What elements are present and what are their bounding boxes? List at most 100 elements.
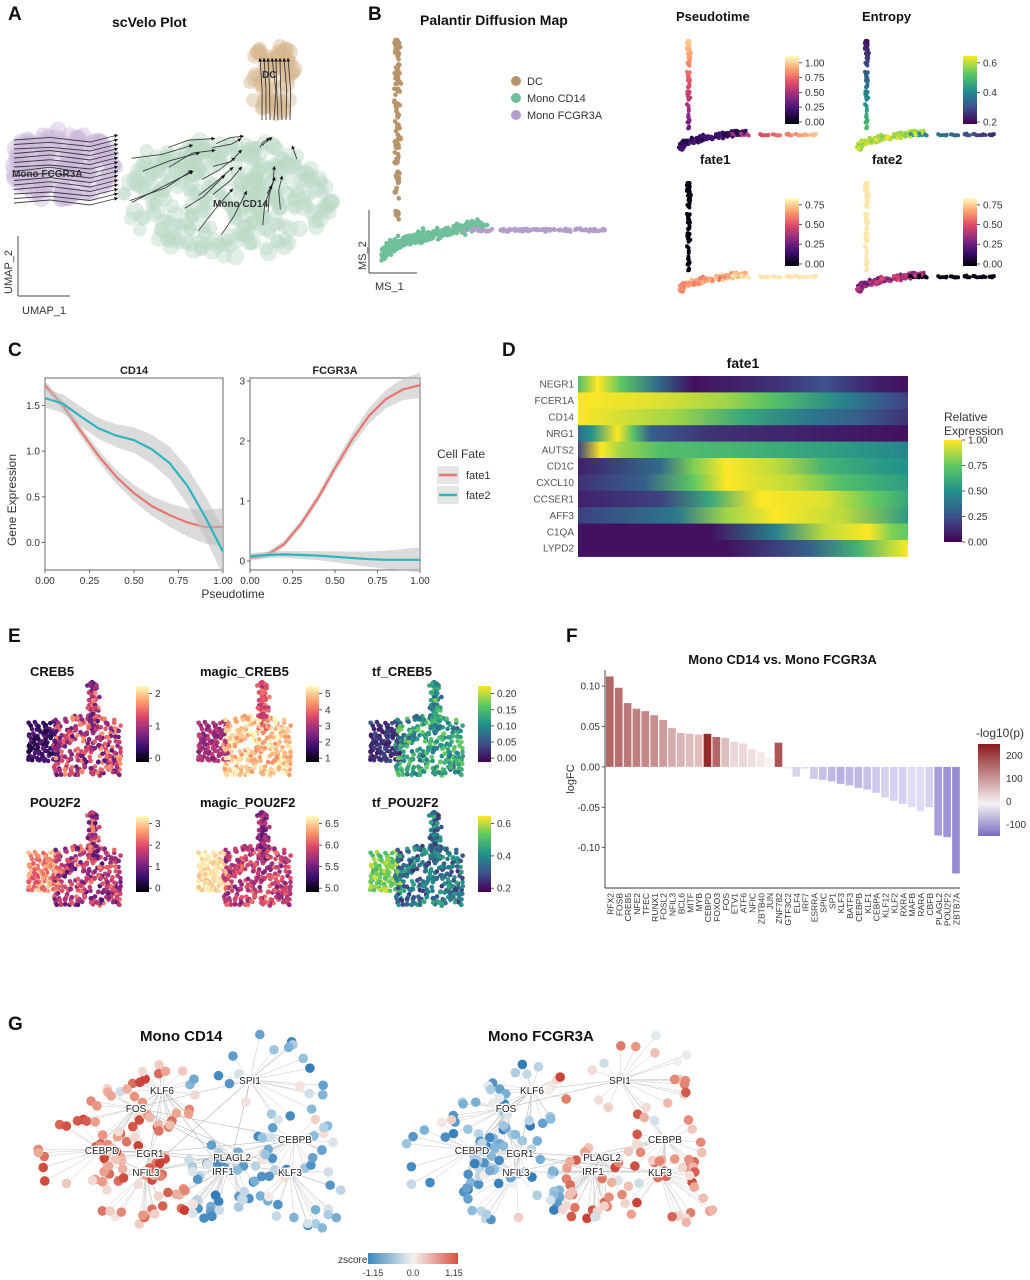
umap-cell-mono-fcgr3a bbox=[64, 152, 81, 169]
umap-cell-mono-cd14 bbox=[182, 169, 197, 184]
tf-umap-cell bbox=[74, 764, 79, 770]
umap-cell-mono-fcgr3a bbox=[21, 151, 37, 167]
tf-umap-cell bbox=[368, 720, 373, 726]
tf-umap-cell bbox=[269, 767, 275, 773]
tf-umap-cell bbox=[75, 845, 80, 851]
diffusion-subplot-cell bbox=[686, 126, 691, 131]
tf-umap-cell bbox=[281, 757, 287, 763]
tf-umap-cell bbox=[272, 741, 278, 747]
tf-umap-cell bbox=[437, 718, 442, 724]
diffusion-subplot-cell bbox=[944, 274, 949, 279]
diffusion-subplot-cell bbox=[857, 287, 861, 292]
tf-umap-cell bbox=[100, 881, 105, 887]
umap-cell-mono-cd14 bbox=[241, 182, 258, 200]
tf-umap-cell bbox=[44, 870, 50, 875]
tf-umap-cell bbox=[212, 734, 218, 739]
umap-cell-mono-cd14 bbox=[322, 194, 339, 211]
velocity-stream bbox=[283, 57, 288, 121]
umap-cell-mono-cd14 bbox=[232, 224, 250, 242]
tf-umap-cell bbox=[256, 690, 262, 695]
umap-cell-mono-fcgr3a bbox=[65, 153, 80, 168]
velocity-stream bbox=[168, 138, 216, 148]
umap-cell-mono-cd14 bbox=[301, 199, 315, 214]
umap-cell-mono-cd14 bbox=[302, 172, 316, 186]
tf-umap-cell bbox=[223, 755, 229, 761]
tf-umap-cell bbox=[225, 723, 231, 729]
panel-label-d: D bbox=[502, 340, 516, 361]
umap-cell-mono-cd14 bbox=[220, 169, 238, 187]
tf-umap-cell bbox=[45, 758, 51, 764]
diffusion-subplot-cell bbox=[857, 145, 861, 150]
diffusion-cell-mono-cd14 bbox=[395, 233, 401, 239]
umap-cell-mono-cd14 bbox=[128, 169, 142, 182]
umap-cell-mono-cd14 bbox=[251, 140, 265, 153]
umap-cell-mono-cd14 bbox=[316, 178, 334, 196]
heatmap-row-label: CD1C bbox=[547, 462, 574, 473]
umap-cell-mono-cd14 bbox=[321, 194, 340, 212]
tf-umap-cell bbox=[99, 731, 105, 736]
y-tick-label: 1.5 bbox=[26, 401, 40, 412]
e-title-magic-pou2f2: magic_POU2F2 bbox=[200, 795, 296, 810]
umap-cell-mono-cd14 bbox=[197, 140, 210, 153]
tf-umap-cell bbox=[104, 754, 110, 760]
tf-umap-cell bbox=[209, 739, 215, 744]
umap-cell-mono-fcgr3a bbox=[49, 121, 67, 139]
diffusion-subplot-cell bbox=[865, 70, 870, 75]
umap-cell-mono-cd14 bbox=[191, 166, 206, 181]
tf-umap-cell bbox=[64, 719, 69, 725]
umap-cell-mono-cd14 bbox=[184, 164, 203, 183]
tf-umap-cell bbox=[435, 713, 441, 719]
tf-umap-cell bbox=[39, 881, 45, 887]
tf-umap-cell bbox=[217, 751, 223, 756]
umap-cell-mono-cd14 bbox=[148, 156, 163, 171]
umap-cell-mono-cd14 bbox=[261, 160, 276, 175]
tf-umap-cell bbox=[39, 756, 45, 761]
umap-cell-mono-cd14 bbox=[203, 160, 219, 175]
tf-umap-cell bbox=[109, 748, 114, 753]
tf-umap-cell bbox=[69, 734, 75, 739]
heatmap-row-label: AUTS2 bbox=[542, 445, 575, 456]
tf-umap-cell bbox=[64, 739, 70, 745]
diffusion-cell-dc bbox=[395, 177, 400, 183]
tf-umap-cell bbox=[88, 680, 93, 686]
umap-cell-mono-cd14 bbox=[250, 171, 264, 186]
umap-cell-mono-cd14 bbox=[295, 198, 314, 217]
tf-umap-cell bbox=[55, 723, 61, 729]
umap-cell-mono-cd14 bbox=[259, 243, 278, 261]
ms-x-label: MS_1 bbox=[375, 281, 404, 293]
umap-cell-mono-cd14 bbox=[255, 161, 268, 175]
umap-cell-mono-cd14 bbox=[249, 154, 263, 168]
tf-umap-cell bbox=[53, 885, 59, 891]
diffusion-cell-dc bbox=[397, 171, 402, 176]
tf-umap-cell bbox=[459, 772, 464, 778]
diffusion-cell-dc bbox=[395, 126, 400, 131]
umap-cell-mono-cd14 bbox=[268, 207, 284, 223]
umap-cell-mono-cd14 bbox=[136, 179, 149, 193]
tf-umap-cell bbox=[417, 757, 423, 763]
tf-umap-cell bbox=[410, 770, 416, 775]
diffusion-cell-dc bbox=[396, 217, 402, 222]
tf-umap-cell bbox=[206, 724, 211, 729]
umap-cell-dc bbox=[275, 46, 290, 62]
umap-cell-mono-cd14 bbox=[245, 215, 259, 229]
tf-umap-cell bbox=[56, 743, 61, 748]
diffusion-subplot-cell bbox=[689, 277, 694, 282]
tf-umap-cell bbox=[255, 705, 261, 711]
umap-cell-mono-cd14 bbox=[259, 220, 277, 238]
tf-umap-cell bbox=[416, 764, 421, 770]
umap-cell-dc bbox=[274, 45, 288, 58]
tf-umap-cell bbox=[68, 900, 74, 905]
tf-umap-cell bbox=[265, 770, 270, 775]
subplot-title-entropy: Entropy bbox=[862, 9, 912, 24]
umap-cell-mono-cd14 bbox=[255, 207, 270, 221]
diffusion-subplot-cell bbox=[686, 106, 691, 111]
tf-umap-cell bbox=[417, 772, 423, 778]
umap-cell-mono-fcgr3a bbox=[82, 135, 99, 152]
cluster-label-mono-cd14: Mono CD14 bbox=[213, 199, 268, 210]
tf-umap-cell bbox=[227, 768, 233, 773]
tf-umap-cell bbox=[245, 768, 251, 773]
umap-cell-mono-cd14 bbox=[198, 153, 214, 169]
tf-umap-cell bbox=[409, 756, 415, 762]
tf-umap-cell bbox=[37, 857, 42, 863]
umap-cell-mono-cd14 bbox=[254, 209, 270, 224]
